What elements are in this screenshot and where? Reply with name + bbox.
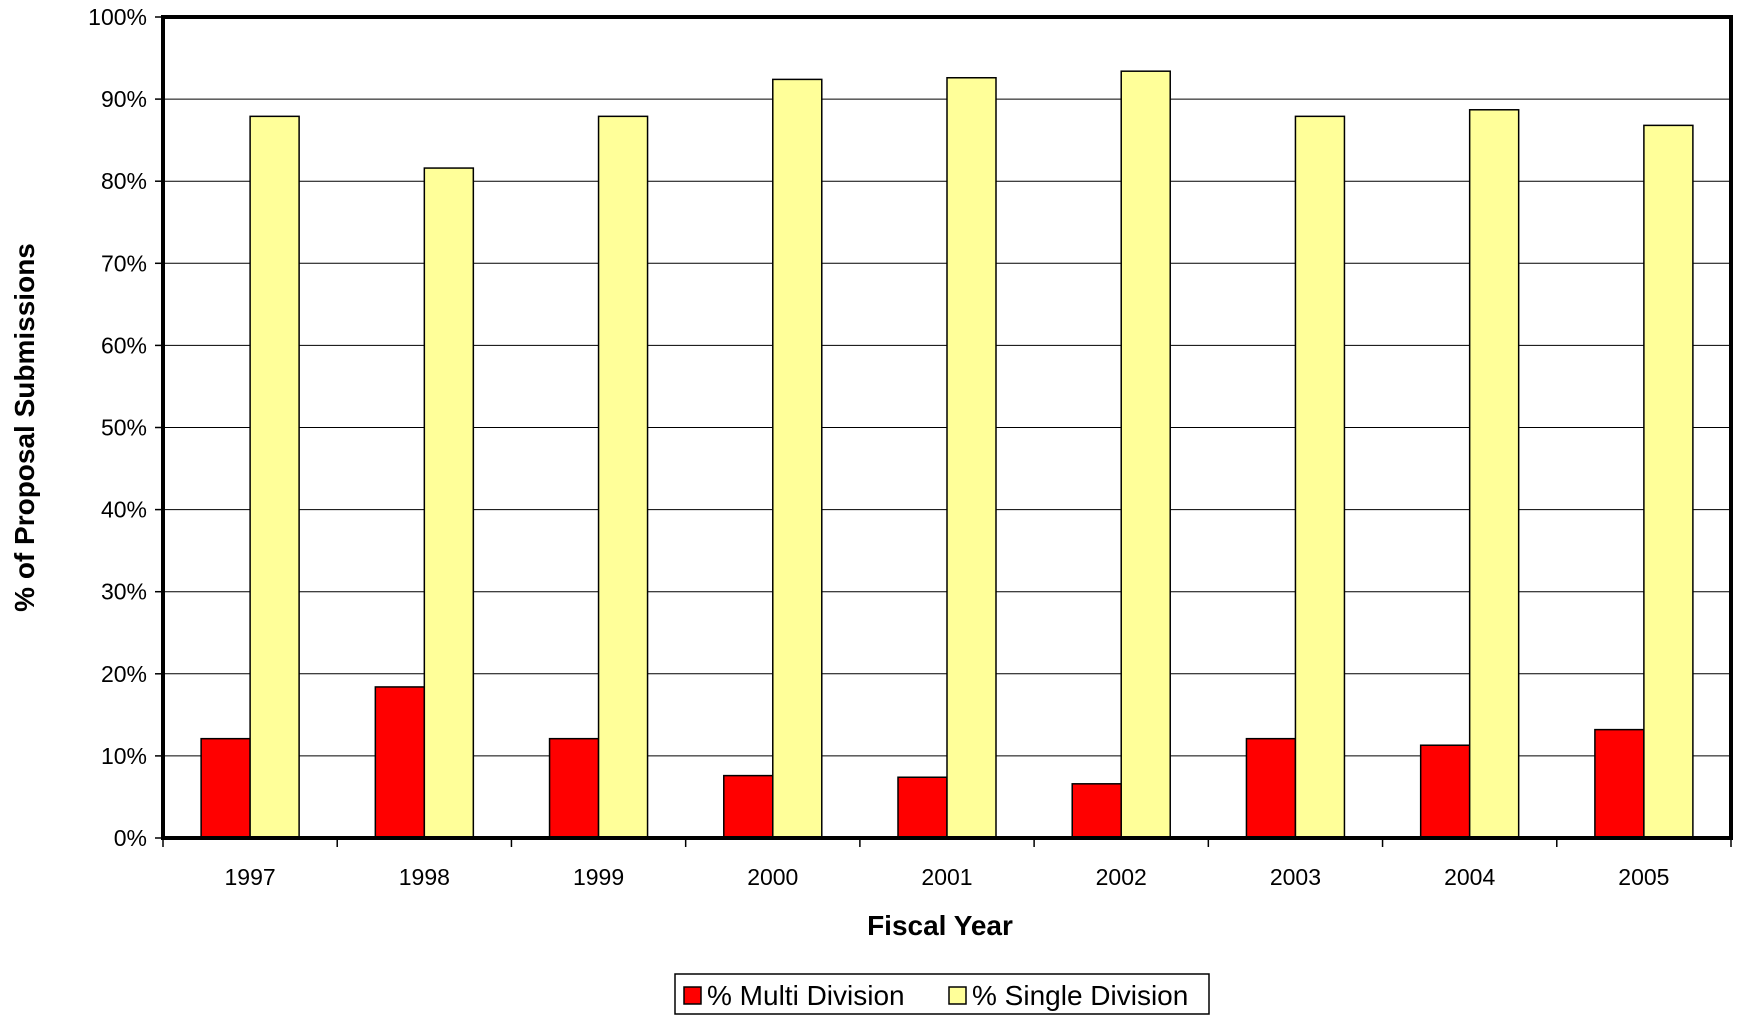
y-tick-label: 80% (101, 168, 147, 194)
y-tick-label: 90% (101, 86, 147, 112)
y-tick-label: 70% (101, 250, 147, 276)
bar-single-division (946, 77, 997, 839)
x-tick-label: 1999 (573, 864, 624, 890)
bar-multi-division (1594, 728, 1645, 839)
legend-label-multi-division: % Multi Division (707, 980, 905, 1011)
bar-multi-division (1071, 783, 1122, 839)
bar-single-division (423, 167, 475, 839)
x-tick-label: 1997 (225, 864, 276, 890)
y-tick-label: 40% (101, 497, 147, 523)
bars (200, 70, 1694, 839)
bar-multi-division (723, 774, 774, 839)
bar-single-division (1643, 124, 1694, 839)
y-axis-ticks: 0% 10% 20% 30% 40% 50% 60% 70% 80% 90% 100% (88, 4, 163, 851)
x-tick-label: 2004 (1444, 864, 1495, 890)
x-tick-label: 2005 (1618, 864, 1669, 890)
x-axis-ticks: 1997 1998 1999 2000 2001 2002 2003 2004 2005 (162, 838, 1732, 890)
legend-label-single-division: % Single Division (972, 980, 1188, 1011)
y-tick-label: 20% (101, 661, 147, 687)
bar-multi-division (897, 776, 948, 839)
x-tick-label: 2001 (921, 864, 972, 890)
y-axis-title: % of Proposal Submissions (9, 243, 40, 612)
y-tick-label: 60% (101, 332, 147, 358)
bar-multi-division (548, 737, 600, 839)
bar-multi-division (200, 737, 251, 839)
bar-single-division (249, 115, 300, 839)
y-tick-label: 30% (101, 579, 147, 605)
legend-box (674, 973, 1210, 1015)
x-axis-title: Fiscal Year (867, 910, 1013, 941)
bar-single-division (1468, 109, 1520, 839)
x-tick-label: 1998 (399, 864, 450, 890)
y-tick-label: 10% (101, 743, 147, 769)
x-tick-label: 2002 (1096, 864, 1147, 890)
bar-single-division (1294, 115, 1346, 839)
bar-single-division (1120, 70, 1171, 839)
bar-multi-division (1245, 737, 1297, 839)
y-tick-label: 100% (88, 4, 147, 30)
legend-swatch-single-division (948, 986, 967, 1005)
x-tick-label: 2003 (1270, 864, 1321, 890)
bar-multi-division (1419, 744, 1471, 839)
legend-swatch-multi-division (683, 986, 702, 1005)
bar-single-division (772, 78, 823, 839)
y-tick-label: 50% (101, 415, 147, 441)
x-tick-label: 2000 (747, 864, 798, 890)
legend: % Multi Division % Single Division (674, 973, 1210, 1015)
bar-multi-division (374, 686, 426, 839)
y-tick-label: 0% (114, 825, 147, 851)
bar-single-division (597, 115, 649, 839)
